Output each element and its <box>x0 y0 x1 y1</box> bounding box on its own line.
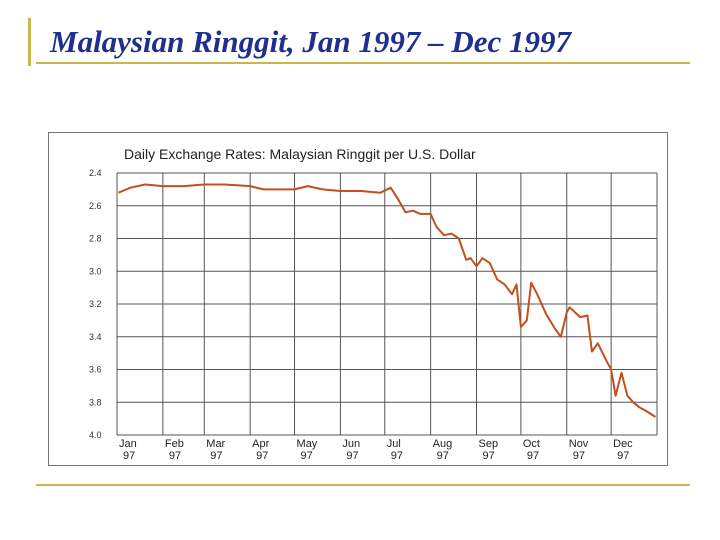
x-tick-month: Nov <box>569 438 589 450</box>
x-tick-month: Aug <box>433 438 453 450</box>
grid-layer <box>116 172 658 436</box>
accent-rule-bottom <box>36 484 690 486</box>
x-tick-year: 97 <box>346 450 358 462</box>
y-tick-label: 3.2 <box>89 299 102 309</box>
x-tick-year: 97 <box>391 450 403 462</box>
y-tick-label: 2.8 <box>89 234 102 244</box>
x-tick-month: Apr <box>252 438 269 450</box>
x-tick-year: 97 <box>527 450 539 462</box>
accent-rule-top <box>36 62 690 64</box>
x-tick-month: Jun <box>342 438 360 450</box>
chart-title: Daily Exchange Rates: Malaysian Ringgit … <box>124 146 476 162</box>
x-tick-year: 97 <box>123 450 135 462</box>
x-tick-labels: Jan97Feb97Mar97Apr97May97Jun97Jul97Aug97… <box>119 438 633 462</box>
exchange-rate-chart: Daily Exchange Rates: Malaysian Ringgit … <box>89 146 658 462</box>
x-tick-month: Dec <box>613 438 633 450</box>
x-tick-month: Jul <box>387 438 401 450</box>
x-tick-year: 97 <box>169 450 181 462</box>
y-tick-labels: 2.4 2.6 2.8 3.0 3.2 3.4 3.6 3.8 4.0 <box>89 168 102 440</box>
slide-title: Malaysian Ringgit, Jan 1997 – Dec 1997 <box>50 24 572 59</box>
x-tick-year: 97 <box>437 450 449 462</box>
x-tick-year: 97 <box>617 450 629 462</box>
x-tick-year: 97 <box>573 450 585 462</box>
chart-frame: Daily Exchange Rates: Malaysian Ringgit … <box>48 132 668 466</box>
y-tick-label: 4.0 <box>89 430 102 440</box>
x-tick-month: Sep <box>479 438 499 450</box>
y-tick-label: 3.0 <box>89 266 102 276</box>
ringgit-rate-line <box>118 183 657 418</box>
y-tick-label: 2.4 <box>89 168 102 178</box>
accent-bar-vertical <box>28 18 31 66</box>
x-tick-month: May <box>297 438 318 450</box>
x-tick-month: Jan <box>119 438 137 450</box>
y-tick-label: 3.4 <box>89 332 102 342</box>
x-tick-year: 97 <box>210 450 222 462</box>
x-tick-month: Mar <box>206 438 225 450</box>
x-tick-year: 97 <box>256 450 268 462</box>
y-tick-label: 3.8 <box>89 397 102 407</box>
x-tick-month: Feb <box>165 438 184 450</box>
x-tick-year: 97 <box>301 450 313 462</box>
y-tick-label: 3.6 <box>89 365 102 375</box>
x-tick-month: Oct <box>523 438 540 450</box>
y-tick-label: 2.6 <box>89 201 102 211</box>
x-tick-year: 97 <box>483 450 495 462</box>
